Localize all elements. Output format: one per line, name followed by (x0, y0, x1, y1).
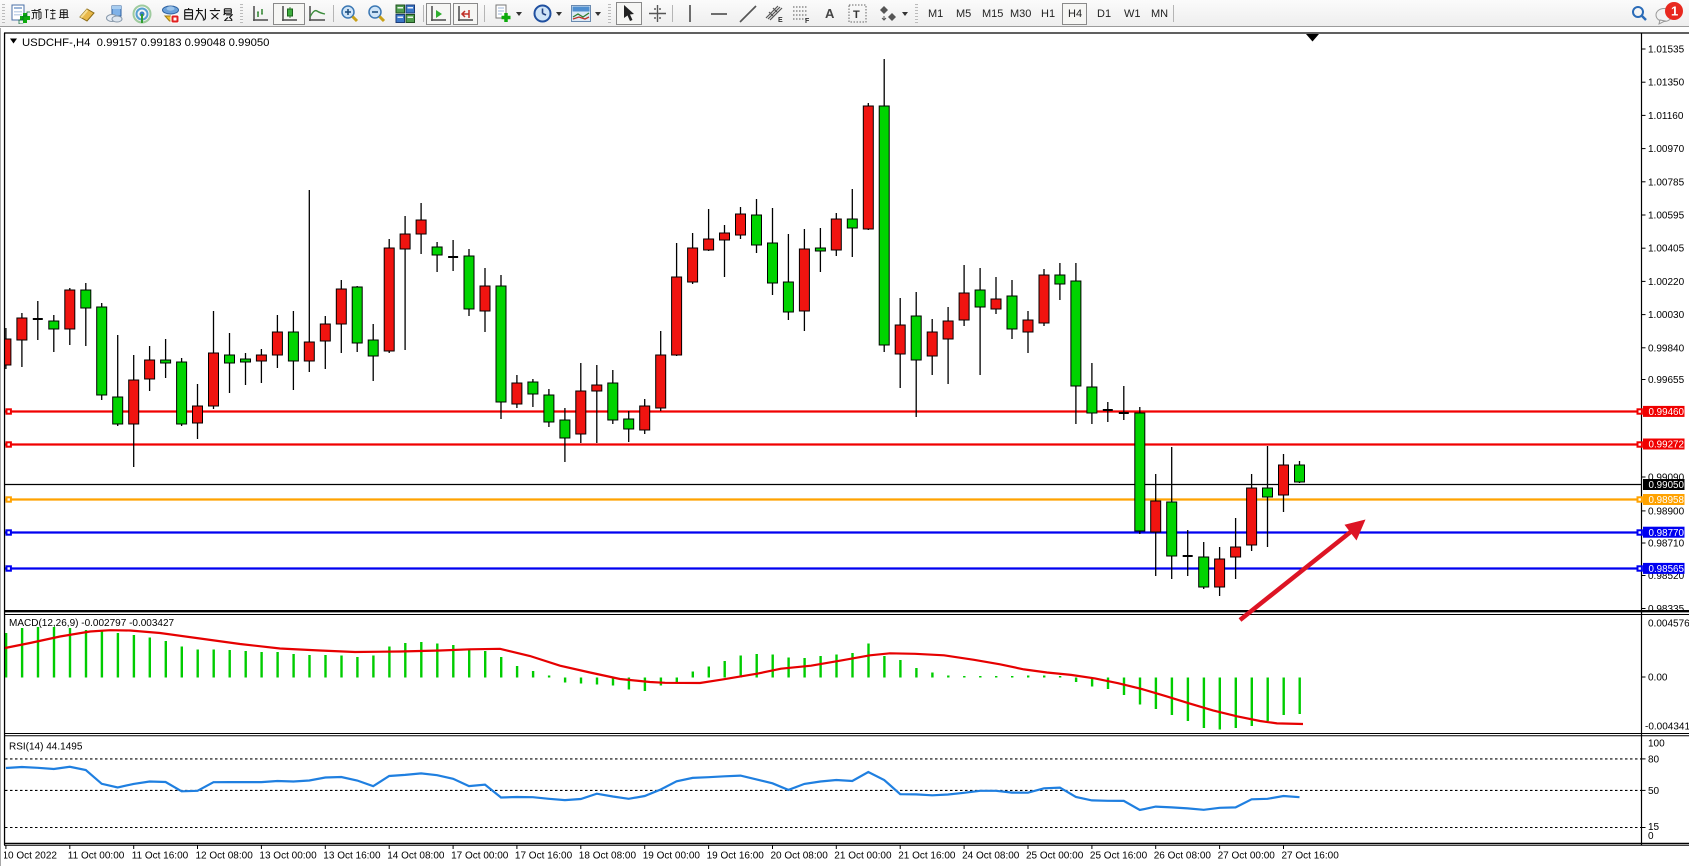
svg-text:0.99272: 0.99272 (1649, 440, 1684, 451)
svg-text:17 Oct 16:00: 17 Oct 16:00 (515, 851, 573, 862)
svg-text:1.00970: 1.00970 (1648, 144, 1685, 155)
svg-text:25 Oct 00:00: 25 Oct 00:00 (1026, 851, 1084, 862)
svg-text:1.00405: 1.00405 (1648, 244, 1685, 255)
svg-text:17 Oct 00:00: 17 Oct 00:00 (451, 851, 509, 862)
svg-text:0.99050: 0.99050 (1649, 480, 1685, 491)
svg-text:0: 0 (1648, 831, 1654, 842)
svg-text:T: T (853, 9, 860, 21)
svg-text:21 Oct 00:00: 21 Oct 00:00 (834, 851, 892, 862)
svg-text:20 Oct 08:00: 20 Oct 08:00 (771, 851, 829, 862)
svg-text:0.004576: 0.004576 (1648, 619, 1689, 630)
svg-text:25 Oct 16:00: 25 Oct 16:00 (1090, 851, 1148, 862)
svg-text:1.01350: 1.01350 (1648, 78, 1685, 89)
svg-text:14 Oct 08:00: 14 Oct 08:00 (387, 851, 445, 862)
svg-text:0.98335: 0.98335 (1648, 604, 1685, 615)
svg-text:1.00595: 1.00595 (1648, 211, 1685, 222)
svg-text:1: 1 (1671, 4, 1678, 19)
svg-text:100: 100 (1648, 738, 1665, 749)
svg-text:10 Oct 2022: 10 Oct 2022 (3, 851, 58, 862)
svg-text:-0.004341: -0.004341 (1645, 722, 1689, 733)
svg-text:MACD(12,26,9) -0.002797 -0.003: MACD(12,26,9) -0.002797 -0.003427 (9, 618, 175, 629)
svg-text:E: E (778, 17, 783, 24)
svg-text:0.99460: 0.99460 (1649, 407, 1685, 418)
svg-text:13 Oct 16:00: 13 Oct 16:00 (323, 851, 381, 862)
svg-text:19 Oct 16:00: 19 Oct 16:00 (707, 851, 765, 862)
svg-text:15: 15 (1648, 822, 1660, 833)
svg-text:0.98565: 0.98565 (1649, 564, 1685, 575)
svg-text:RSI(14) 44.1495: RSI(14) 44.1495 (9, 742, 83, 753)
svg-text:13 Oct 00:00: 13 Oct 00:00 (259, 851, 317, 862)
svg-text:0.00: 0.00 (1648, 673, 1668, 684)
svg-text:1.00030: 1.00030 (1648, 310, 1685, 321)
svg-text:1.00220: 1.00220 (1648, 277, 1685, 288)
svg-text:0.98900: 0.98900 (1648, 506, 1685, 517)
svg-text:1.01160: 1.01160 (1648, 111, 1684, 122)
svg-text:50: 50 (1648, 786, 1660, 797)
svg-text:18 Oct 08:00: 18 Oct 08:00 (579, 851, 637, 862)
svg-text:0.99090: 0.99090 (1648, 473, 1685, 484)
svg-text:0.98710: 0.98710 (1648, 539, 1685, 550)
svg-text:USDCHF-,H4 0.99157 0.99183 0.: USDCHF-,H4 0.99157 0.99183 0.99048 0.990… (22, 37, 269, 49)
svg-text:0.98520: 0.98520 (1648, 571, 1685, 582)
svg-text:27 Oct 00:00: 27 Oct 00:00 (1218, 851, 1276, 862)
svg-text:11 Oct 16:00: 11 Oct 16:00 (132, 851, 189, 862)
svg-text:27 Oct 16:00: 27 Oct 16:00 (1282, 851, 1340, 862)
svg-text:1.00785: 1.00785 (1648, 177, 1685, 188)
svg-text:26 Oct 08:00: 26 Oct 08:00 (1154, 851, 1212, 862)
svg-text:80: 80 (1648, 754, 1660, 765)
svg-text:0.99655: 0.99655 (1648, 375, 1685, 386)
svg-text:11 Oct 00:00: 11 Oct 00:00 (68, 851, 125, 862)
svg-text:0.98958: 0.98958 (1649, 495, 1685, 506)
svg-text:24 Oct 08:00: 24 Oct 08:00 (962, 851, 1020, 862)
svg-text:0.98770: 0.98770 (1649, 528, 1685, 539)
svg-text:21 Oct 16:00: 21 Oct 16:00 (898, 851, 956, 862)
svg-text:0.99840: 0.99840 (1648, 343, 1685, 354)
svg-text:12 Oct 08:00: 12 Oct 08:00 (196, 851, 254, 862)
svg-text:1.01535: 1.01535 (1648, 45, 1685, 56)
svg-text:19 Oct 00:00: 19 Oct 00:00 (643, 851, 701, 862)
svg-text:F: F (805, 18, 810, 24)
